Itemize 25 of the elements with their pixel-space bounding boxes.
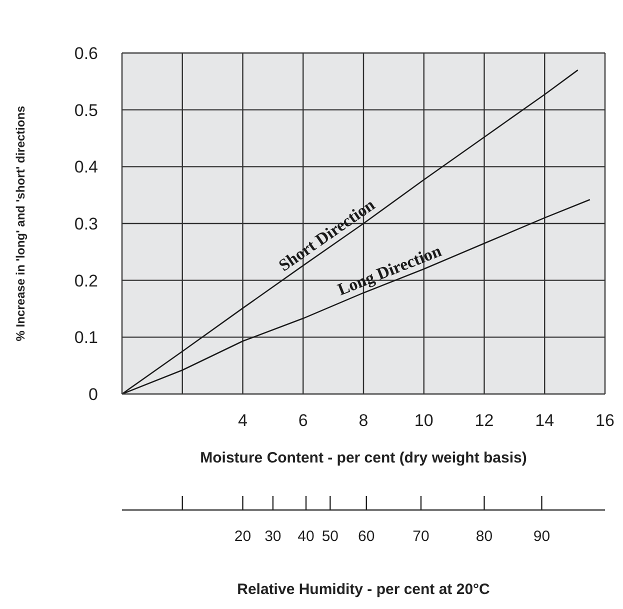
- y-tick-label: 0.2: [74, 271, 98, 290]
- text: 60: [358, 528, 375, 545]
- y-tick-label: 0.6: [74, 44, 98, 64]
- y-tick-label: 0.3: [74, 214, 98, 234]
- x-tick-label: 16: [596, 411, 614, 430]
- text: 20: [234, 528, 252, 545]
- x-tick-label: 6: [298, 411, 308, 430]
- x-tick-label: 8: [358, 411, 368, 430]
- x-tick-label: 10: [414, 411, 434, 430]
- text: 90: [533, 528, 550, 545]
- y-tick-label: 0.1: [74, 328, 98, 348]
- y-tick-label: 0.4: [74, 158, 98, 177]
- text: 70: [412, 528, 430, 545]
- x-tick-label: 12: [474, 411, 494, 430]
- y-tick-label: 0.5: [74, 100, 98, 120]
- y-tick-label: 0: [88, 385, 98, 404]
- text: Relative Humidity - per cent at 20°C: [237, 581, 490, 598]
- x-tick-label: 4: [238, 411, 248, 430]
- text: 30: [264, 528, 282, 545]
- x-tick-label: 14: [535, 411, 554, 430]
- text: 80: [476, 528, 493, 545]
- text: 50: [322, 528, 339, 545]
- text: 40: [298, 528, 314, 545]
- y-axis-title: % Increase in 'long' and 'short' directions: [13, 105, 28, 342]
- x-axis-title: Moisture Content - per cent (dry weight basis): [200, 450, 527, 467]
